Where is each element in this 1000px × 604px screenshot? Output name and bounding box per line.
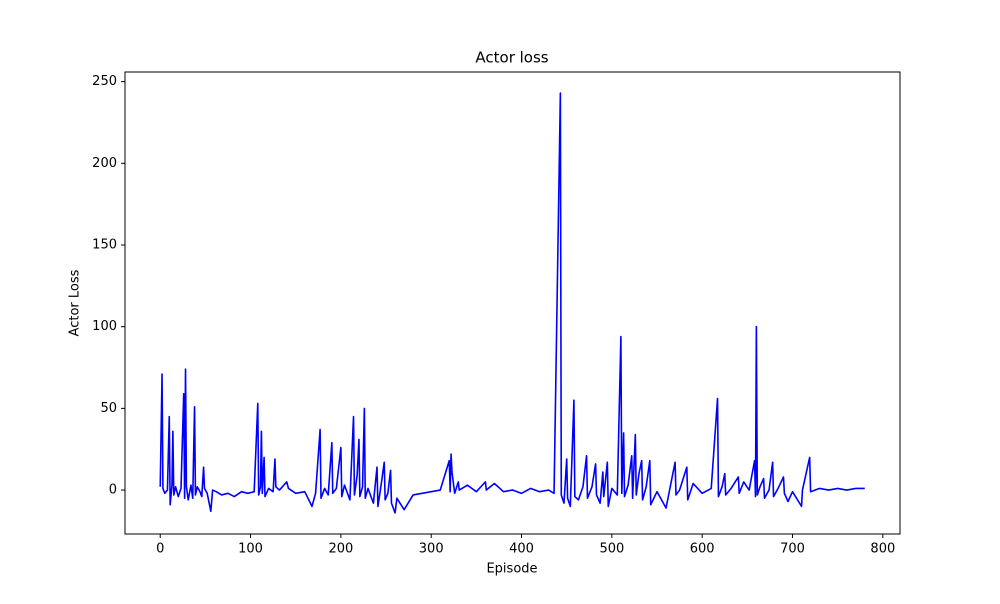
x-tick-label: 400 bbox=[509, 542, 534, 557]
x-tick-label: 100 bbox=[238, 542, 263, 557]
x-tick-label: 600 bbox=[690, 542, 715, 557]
x-tick-label: 0 bbox=[156, 542, 164, 557]
y-tick-label: 150 bbox=[92, 238, 117, 253]
line-series bbox=[159, 92, 865, 514]
y-tick-label: 100 bbox=[92, 319, 117, 334]
y-tick-label: 200 bbox=[92, 156, 117, 171]
x-tick-label: 300 bbox=[419, 542, 444, 557]
plot-frame bbox=[124, 71, 901, 535]
x-axis-label: Episode bbox=[486, 562, 537, 577]
x-tick-label: 500 bbox=[599, 542, 624, 557]
x-tick-label: 200 bbox=[328, 542, 353, 557]
y-axis-label: Actor Loss bbox=[68, 269, 83, 336]
chart-title: Actor loss bbox=[475, 49, 548, 67]
y-tick-label: 250 bbox=[92, 74, 117, 89]
x-tick-label: 700 bbox=[780, 542, 805, 557]
x-tick-label: 800 bbox=[870, 542, 895, 557]
y-tick-label: 0 bbox=[109, 483, 117, 498]
y-tick-label: 50 bbox=[100, 401, 117, 416]
